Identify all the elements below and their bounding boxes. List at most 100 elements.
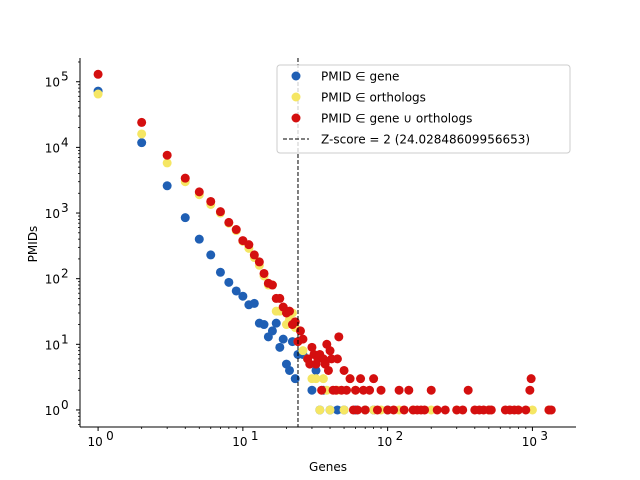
x-tick-label: 10	[232, 435, 247, 449]
data-point	[224, 218, 233, 227]
data-point	[527, 374, 536, 383]
data-point	[268, 281, 277, 290]
x-tick-label: 10	[87, 435, 102, 449]
data-point	[547, 405, 556, 414]
data-point	[232, 225, 241, 234]
data-point	[356, 374, 365, 383]
data-point	[342, 386, 351, 395]
y-tick-label: 10	[45, 141, 60, 155]
y-tick-label: 10	[45, 404, 60, 418]
data-point	[340, 366, 349, 375]
data-point	[181, 213, 190, 222]
data-point	[298, 335, 307, 344]
x-tick-exponent: 1	[251, 429, 259, 443]
data-point	[458, 405, 467, 414]
x-tick-exponent: 2	[396, 429, 404, 443]
y-tick-exponent: 2	[61, 267, 69, 281]
data-point	[137, 129, 146, 138]
y-tick-label: 10	[45, 207, 60, 221]
data-point	[260, 320, 269, 329]
data-point	[94, 90, 103, 99]
data-point	[163, 181, 172, 190]
data-point	[404, 386, 413, 395]
data-point	[365, 386, 374, 395]
data-point	[334, 332, 343, 341]
data-point	[441, 405, 450, 414]
x-axis-label: Genes	[309, 460, 347, 474]
data-point	[427, 386, 436, 395]
data-point	[195, 235, 204, 244]
legend-entry-label: Z-score = 2 (24.02848609956653)	[321, 133, 530, 147]
legend-marker	[292, 114, 301, 123]
data-point	[369, 374, 378, 383]
y-tick-exponent: 3	[61, 201, 69, 215]
data-point	[272, 319, 281, 328]
data-point	[163, 158, 172, 167]
y-tick-exponent: 5	[61, 70, 69, 84]
data-point	[195, 187, 204, 196]
data-point	[298, 346, 307, 355]
data-point	[296, 326, 305, 335]
data-point	[487, 405, 496, 414]
x-tick-label: 10	[377, 435, 392, 449]
data-point	[285, 366, 294, 375]
data-point	[206, 250, 215, 259]
legend: PMID ∈ gene PMID ∈ orthologs PMID ∈ gene ∪…	[277, 65, 570, 153]
data-point	[521, 405, 530, 414]
data-point	[324, 366, 333, 375]
data-point	[317, 386, 326, 395]
data-point	[420, 405, 429, 414]
data-point	[244, 240, 253, 249]
legend-marker	[292, 93, 301, 102]
legend-entry-label: PMID ∈ orthologs	[321, 91, 426, 105]
data-point	[326, 346, 335, 355]
data-point	[181, 174, 190, 183]
legend-marker	[292, 72, 301, 81]
data-point	[94, 70, 103, 79]
data-point	[238, 292, 247, 301]
data-point	[163, 151, 172, 160]
data-point	[433, 405, 442, 414]
y-tick-exponent: 4	[61, 135, 69, 149]
legend-entry-label: PMID ∈ gene	[321, 70, 399, 84]
data-point	[361, 405, 370, 414]
data-point	[326, 405, 335, 414]
data-point	[285, 307, 294, 316]
y-tick-label: 10	[45, 273, 60, 287]
data-point	[346, 374, 355, 383]
data-point	[137, 138, 146, 147]
data-point	[464, 386, 473, 395]
y-tick-label: 10	[45, 338, 60, 352]
y-tick-label: 10	[45, 76, 60, 90]
data-point	[307, 386, 316, 395]
x-tick-exponent: 0	[106, 429, 114, 443]
y-axis-label: PMIDs	[26, 226, 40, 263]
data-point	[315, 405, 324, 414]
data-point	[373, 405, 382, 414]
data-point	[275, 294, 284, 303]
data-point	[137, 118, 146, 127]
data-point	[275, 343, 284, 352]
data-point	[279, 335, 288, 344]
data-point	[216, 268, 225, 277]
data-point	[250, 299, 259, 308]
data-point	[255, 257, 264, 266]
y-tick-exponent: 1	[61, 332, 69, 346]
data-point	[525, 386, 534, 395]
data-point	[268, 326, 277, 335]
legend-entry-label: PMID ∈ gene ∪ orthologs	[321, 112, 472, 126]
y-tick-exponent: 0	[61, 398, 69, 412]
x-tick-exponent: 3	[540, 429, 548, 443]
data-point	[260, 269, 269, 278]
data-point	[351, 386, 360, 395]
data-point	[395, 386, 404, 395]
x-tick-label: 10	[522, 435, 537, 449]
data-point	[206, 197, 215, 206]
data-point	[377, 386, 386, 395]
data-point	[216, 207, 225, 216]
data-point	[400, 405, 409, 414]
data-point	[333, 354, 342, 363]
data-point	[389, 405, 398, 414]
data-point	[319, 374, 328, 383]
